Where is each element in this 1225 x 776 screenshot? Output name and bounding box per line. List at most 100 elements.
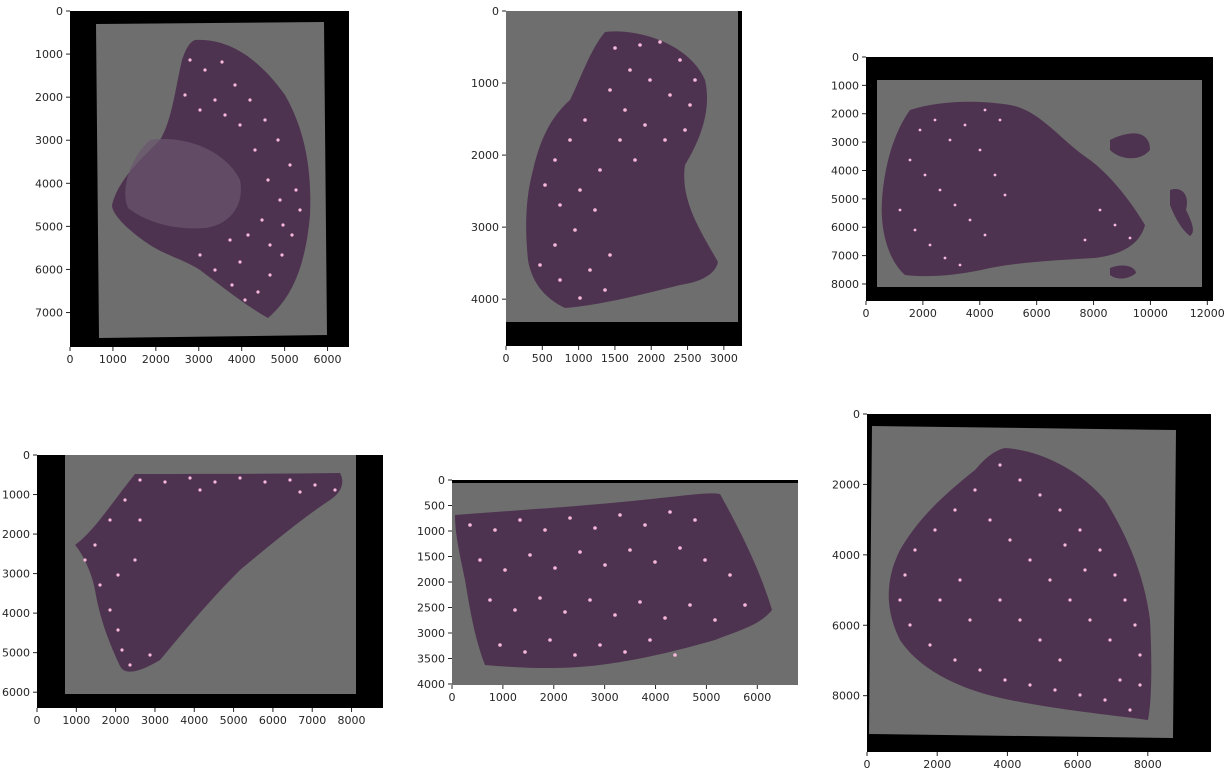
highlight-spots: [538, 40, 697, 300]
x-tick-label: 0: [863, 307, 870, 320]
y-tick-label: 4000: [2, 607, 30, 620]
x-tick-label: 0: [503, 352, 510, 365]
y-tick-label: 8000: [831, 278, 859, 291]
x-tick-label: 0: [34, 714, 41, 727]
y-tick-label: 3000: [35, 134, 63, 147]
x-tick-label: 0: [864, 758, 871, 771]
y-tick-label: 4000: [35, 177, 63, 190]
x-tick-label: 1500: [601, 352, 629, 365]
y-tick-label: 500: [424, 499, 445, 512]
y-tick-label: 0: [23, 449, 30, 462]
x-tick-label: 7000: [298, 714, 326, 727]
y-tick-label: 8000: [832, 690, 860, 703]
y-axis: 0 1000 2000 3000 4000: [471, 5, 506, 306]
y-tick-label: 6000: [2, 686, 30, 699]
x-tick-label: 5000: [220, 714, 248, 727]
panel-5-svg: 0 1000 2000 3000 4000 5000 6000 0 500 1000 1500 20…: [417, 474, 798, 704]
y-tick-label: 2500: [417, 601, 445, 614]
y-tick-label: 6000: [831, 221, 859, 234]
highlight-spots: [468, 510, 747, 657]
x-tick-label: 10000: [1133, 307, 1168, 320]
x-axis: 0 1000 2000 3000 4000 5000 6000: [67, 347, 342, 366]
image-panel-1: 0 1000 2000 3000 4000 5000 6000 0 1000 2000 3000 4…: [0, 0, 360, 370]
x-tick-label: 4000: [993, 758, 1021, 771]
x-tick-label: 2000: [102, 714, 130, 727]
y-tick-label: 4000: [471, 293, 499, 306]
x-tick-label: 4000: [642, 691, 670, 704]
y-tick-label: 1000: [471, 77, 499, 90]
y-tick-label: 1000: [831, 79, 859, 92]
panel-2-svg: 0 500 1000 1500 2000 2500 3000 0 1000 2000 3000 40…: [471, 5, 742, 365]
tissue-region: [888, 448, 1152, 720]
y-tick-label: 5000: [35, 220, 63, 233]
image-panel-3: 0 2000 4000 6000 8000 10000 12000 0 1000 2000 300…: [0, 0, 1225, 370]
y-axis: 0 2000 4000 6000 8000: [832, 408, 867, 703]
tissue-pale-region: [125, 139, 241, 229]
y-tick-label: 5000: [2, 647, 30, 660]
image-panel-2: 0 500 1000 1500 2000 2500 3000 0 1000 2000 3000 40…: [0, 0, 760, 370]
x-tick-label: 2000: [142, 353, 170, 366]
y-axis: 0 1000 2000 3000 4000 5000 6000 7000: [35, 5, 70, 320]
y-tick-label: 2000: [35, 91, 63, 104]
y-tick-label: 0: [492, 5, 499, 18]
image-panel-4: 0 1000 2000 3000 4000 5000 6000 7000 8000 0 1000 2…: [0, 0, 400, 776]
y-tick-label: 0: [56, 5, 63, 18]
tissue-region: [881, 101, 1145, 277]
x-tick-label: 1000: [99, 353, 127, 366]
y-axis: 0 500 1000 1500 2000 2500 3000 3500 4000: [417, 474, 452, 691]
x-tick-label: 8000: [1134, 758, 1162, 771]
y-tick-label: 2000: [2, 528, 30, 541]
y-tick-label: 2000: [831, 108, 859, 121]
y-tick-label: 6000: [832, 619, 860, 632]
x-tick-label: 8000: [1080, 307, 1108, 320]
x-axis: 0 2000 4000 6000 8000 10000 12000: [863, 301, 1225, 320]
x-tick-label: 8000: [338, 714, 366, 727]
y-tick-label: 3000: [2, 568, 30, 581]
x-tick-label: 4000: [180, 714, 208, 727]
tissue-fragment: [1170, 189, 1193, 236]
x-axis: 0 2000 4000 6000 8000: [864, 752, 1162, 771]
x-tick-label: 6000: [1023, 307, 1051, 320]
y-tick-label: 2000: [417, 576, 445, 589]
x-tick-label: 3000: [141, 714, 169, 727]
x-axis: 0 500 1000 1500 2000 2500 3000: [503, 346, 738, 365]
y-tick-label: 3500: [417, 652, 445, 665]
x-tick-label: 0: [67, 353, 74, 366]
x-tick-label: 500: [532, 352, 553, 365]
y-tick-label: 3000: [417, 627, 445, 640]
x-tick-label: 6000: [314, 353, 342, 366]
x-tick-label: 12000: [1190, 307, 1225, 320]
highlight-spots: [83, 476, 337, 667]
y-tick-label: 7000: [831, 250, 859, 263]
y-tick-label: 4000: [831, 164, 859, 177]
tissue-region: [455, 493, 772, 669]
x-axis: 0 1000 2000 3000 4000 5000 6000 7000 8000: [34, 708, 366, 727]
x-tick-label: 4000: [966, 307, 994, 320]
panel-1-svg: 0 1000 2000 3000 4000 5000 6000 0 1000 2000 3000 4…: [35, 5, 349, 366]
y-tick-label: 0: [852, 51, 859, 64]
tissue-region: [75, 473, 343, 672]
tissue-fragment: [1110, 133, 1150, 159]
x-tick-label: 0: [449, 691, 456, 704]
x-tick-label: 1000: [62, 714, 90, 727]
y-tick-label: 4000: [417, 678, 445, 691]
y-tick-label: 3000: [831, 136, 859, 149]
y-tick-label: 2000: [832, 478, 860, 491]
image-panel-5: 0 1000 2000 3000 4000 5000 6000 0 500 1000 1500 20…: [417, 474, 798, 704]
x-tick-label: 2000: [540, 691, 568, 704]
x-tick-label: 6000: [1064, 758, 1092, 771]
highlight-spots: [898, 108, 1132, 267]
y-tick-label: 1000: [35, 48, 63, 61]
tissue-fragment: [1110, 265, 1136, 279]
y-tick-label: 0: [853, 408, 860, 421]
y-tick-label: 1000: [417, 525, 445, 538]
x-tick-label: 6000: [259, 714, 287, 727]
x-tick-label: 2500: [674, 352, 702, 365]
panel-3-svg: 0 2000 4000 6000 8000 10000 12000 0 1000 2000 300…: [831, 51, 1225, 320]
x-tick-label: 5000: [271, 353, 299, 366]
y-tick-label: 5000: [831, 193, 859, 206]
y-axis: 0 1000 2000 3000 4000 5000 6000: [2, 449, 37, 699]
x-tick-label: 6000: [743, 691, 771, 704]
y-tick-label: 2000: [471, 149, 499, 162]
